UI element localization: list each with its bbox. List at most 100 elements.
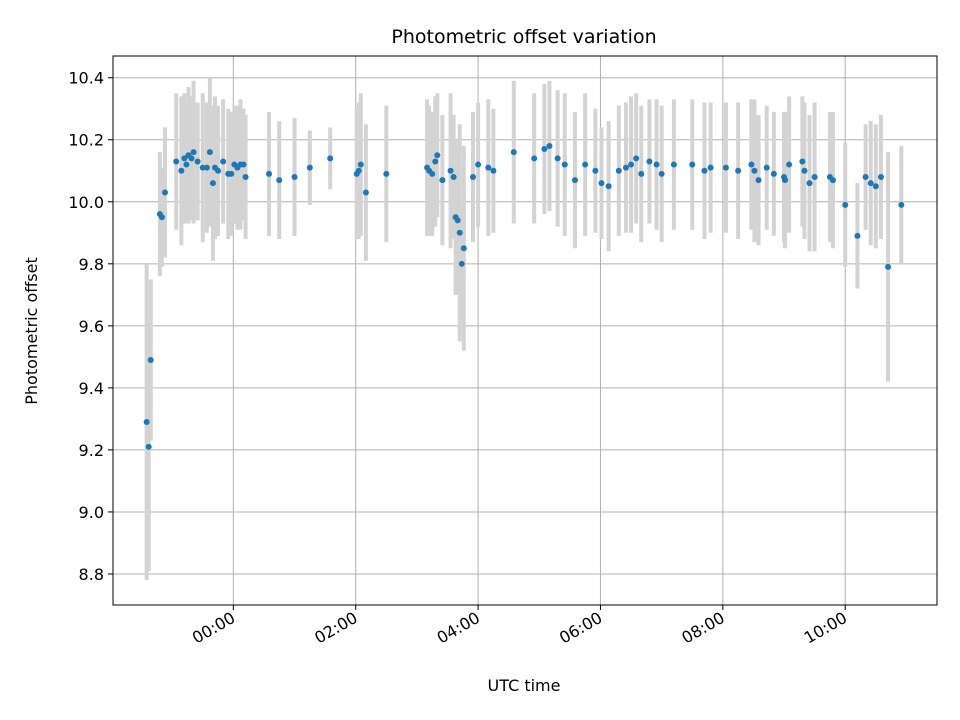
data-point xyxy=(633,155,640,162)
data-point xyxy=(786,161,793,168)
data-point xyxy=(862,173,869,180)
data-point xyxy=(178,167,185,174)
plot-frame xyxy=(112,55,938,606)
data-point xyxy=(450,173,457,180)
data-point xyxy=(429,170,436,177)
data-point xyxy=(877,173,884,180)
data-point xyxy=(362,189,369,196)
data-point xyxy=(454,217,461,224)
data-point xyxy=(357,161,364,168)
data-point xyxy=(751,167,758,174)
data-point xyxy=(722,164,729,171)
data-point xyxy=(689,161,696,168)
data-point xyxy=(707,164,714,171)
data-point xyxy=(646,158,653,165)
data-point xyxy=(658,170,665,177)
data-point xyxy=(628,161,635,168)
data-point xyxy=(209,180,216,187)
data-point xyxy=(327,155,334,162)
data-point xyxy=(188,155,195,162)
data-point xyxy=(220,158,227,165)
data-point xyxy=(670,161,677,168)
y-tick-label: 9.8 xyxy=(79,255,104,274)
data-point xyxy=(183,161,190,168)
y-tick-label: 8.8 xyxy=(79,565,104,584)
data-point xyxy=(867,180,874,187)
y-tick-label: 10.2 xyxy=(68,131,104,150)
y-axis-title: Photometric offset xyxy=(22,257,41,405)
chart-title: Photometric offset variation xyxy=(391,26,656,48)
y-axis: 8.8 9.0 9.2 9.4 9.6 9.8 10.0 10.2 10.4 xyxy=(68,69,113,584)
x-tick-label: 00:00 xyxy=(189,608,238,648)
data-point xyxy=(799,158,806,165)
data-point xyxy=(531,155,538,162)
data-point xyxy=(276,177,283,184)
data-point xyxy=(203,164,210,171)
data-point xyxy=(240,161,247,168)
data-point xyxy=(143,419,150,425)
data-point xyxy=(439,177,446,184)
data-points xyxy=(143,142,905,450)
data-point xyxy=(898,201,905,208)
data-point xyxy=(571,177,578,184)
data-point xyxy=(460,245,467,252)
data-point xyxy=(546,142,553,149)
data-point xyxy=(811,173,818,180)
data-point xyxy=(541,146,548,153)
data-point xyxy=(147,356,154,363)
data-point xyxy=(162,189,169,196)
data-point xyxy=(266,170,273,177)
data-point xyxy=(872,183,879,190)
data-point xyxy=(228,170,235,177)
data-point xyxy=(355,167,362,174)
data-point xyxy=(748,161,755,168)
data-point xyxy=(215,167,222,174)
data-point xyxy=(447,167,454,174)
data-point xyxy=(554,155,561,162)
x-tick-label: 08:00 xyxy=(678,608,727,648)
data-point xyxy=(145,443,152,450)
data-point xyxy=(475,161,482,168)
data-point xyxy=(782,177,789,184)
data-point xyxy=(242,173,249,180)
data-point xyxy=(801,167,808,174)
data-point xyxy=(434,152,441,159)
data-point xyxy=(469,173,476,180)
data-point xyxy=(605,183,612,190)
data-point xyxy=(598,180,605,187)
x-axis-title: UTC time xyxy=(488,676,561,695)
data-point xyxy=(181,155,188,162)
data-point xyxy=(291,173,298,180)
data-point xyxy=(173,158,180,165)
data-point xyxy=(432,158,439,165)
data-point xyxy=(842,201,849,208)
data-point xyxy=(763,164,770,171)
data-point xyxy=(854,232,861,239)
y-tick-label: 9.2 xyxy=(79,441,104,460)
data-point xyxy=(806,180,813,187)
data-point xyxy=(561,161,568,168)
y-tick-label: 10.0 xyxy=(68,193,104,212)
data-point xyxy=(755,177,762,184)
x-tick-label: 06:00 xyxy=(556,608,605,648)
data-point xyxy=(653,161,660,168)
data-point xyxy=(592,167,599,174)
data-point xyxy=(194,158,201,165)
data-point xyxy=(638,170,645,177)
data-point xyxy=(485,164,492,171)
y-tick-label: 10.4 xyxy=(68,69,104,88)
data-point xyxy=(770,170,777,177)
y-tick-label: 9.0 xyxy=(79,503,104,522)
x-axis: 00:00 02:00 04:00 06:00 08:00 10:00 xyxy=(189,605,850,648)
data-point xyxy=(458,260,465,267)
error-bars xyxy=(144,77,904,581)
data-point xyxy=(701,167,708,174)
data-point xyxy=(829,177,836,184)
data-point xyxy=(735,167,742,174)
x-tick-label: 02:00 xyxy=(311,608,360,648)
data-point xyxy=(490,167,497,174)
x-tick-label: 10:00 xyxy=(801,608,850,648)
data-point xyxy=(190,149,197,156)
data-point xyxy=(206,149,213,156)
